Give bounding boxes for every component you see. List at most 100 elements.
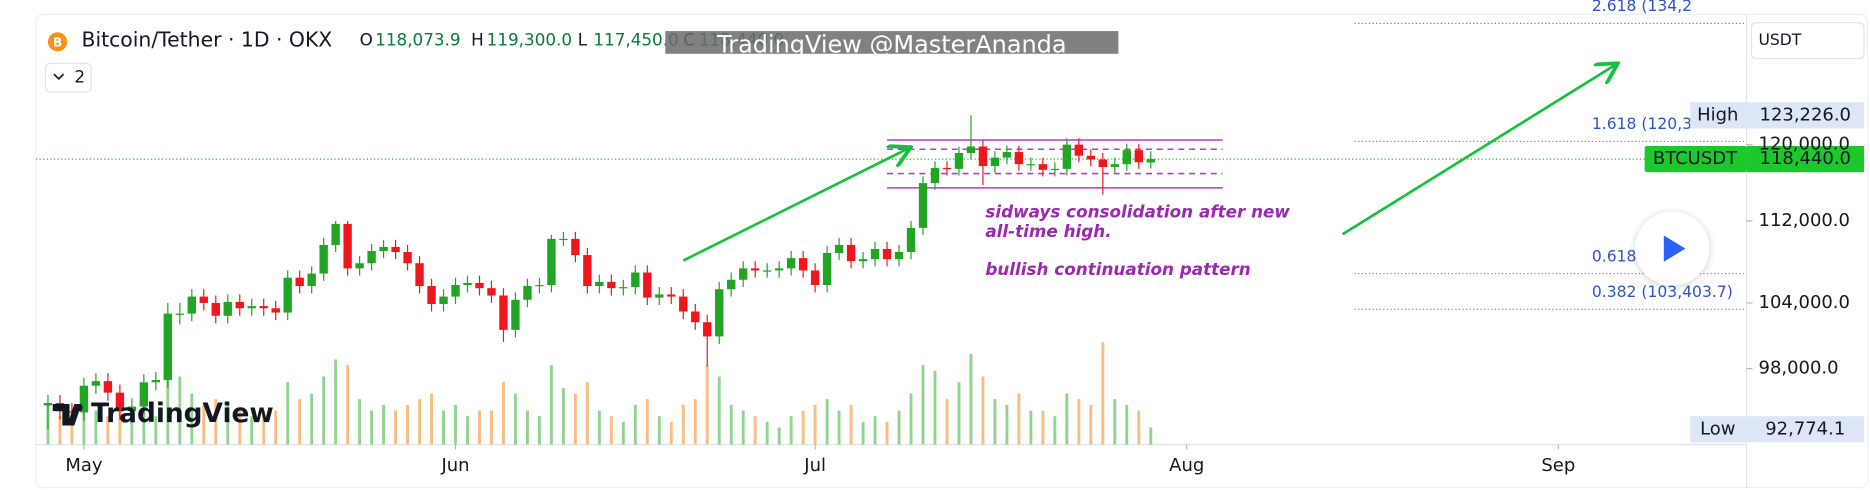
candle-body	[571, 238, 580, 256]
volume-bar	[921, 365, 925, 445]
candle-body	[1086, 155, 1096, 160]
volume-bar	[717, 376, 721, 445]
volume-bar	[1053, 416, 1057, 445]
high-value: 123,226.0	[1760, 104, 1851, 125]
volume-bar	[358, 399, 362, 445]
annotation: all-time high.	[985, 221, 1111, 241]
candle-body	[679, 296, 688, 312]
volume-bar	[214, 399, 218, 445]
currency-box[interactable]	[1750, 22, 1865, 60]
candle-body	[475, 282, 484, 289]
volume-bar	[190, 393, 194, 445]
volume-bar	[478, 410, 481, 445]
candle-body	[667, 294, 676, 297]
volume-bar	[609, 416, 613, 445]
volume-bar	[1113, 399, 1117, 445]
volume-bar	[981, 376, 985, 445]
volume-bar	[226, 404, 230, 445]
volume-bar	[490, 410, 493, 445]
candle-body	[930, 167, 940, 184]
candle-body	[187, 296, 196, 314]
y-tick-label: 104,000.0	[1759, 292, 1850, 313]
volume-bar	[1089, 404, 1093, 445]
x-tick-label: Jun	[440, 455, 469, 476]
volume-bar	[1005, 404, 1009, 445]
candle-body	[774, 268, 784, 271]
volume-bar	[813, 404, 817, 445]
candle-body	[283, 277, 292, 313]
volume-bar	[166, 353, 170, 445]
volume-bar	[525, 410, 529, 445]
candle-body	[211, 302, 220, 316]
candle-body	[79, 385, 89, 413]
volume-bar	[418, 399, 421, 445]
candle-body	[1146, 159, 1155, 163]
symbol-title: Bitcoin/Tether · 1D · OKX	[82, 28, 333, 52]
y-tick-label: 98,000.0	[1759, 358, 1839, 379]
ohlc-key: H	[471, 30, 484, 50]
candle-body	[463, 282, 472, 285]
volume-bar	[274, 410, 278, 445]
candle-body	[319, 244, 328, 274]
candle-body	[727, 279, 736, 290]
candle-body	[798, 258, 808, 271]
volume-bar	[1029, 410, 1033, 445]
candle-body	[271, 308, 280, 313]
volume-bar	[1065, 393, 1069, 445]
candle-body	[307, 273, 316, 287]
volume-bar	[430, 393, 433, 445]
volume-bar	[837, 410, 841, 445]
currency[interactable]: USDT	[1759, 31, 1802, 49]
candle-body	[655, 294, 664, 298]
volume-bar	[1077, 399, 1081, 445]
volume-bar	[238, 410, 242, 445]
volume-bar	[142, 410, 146, 445]
volume-bar	[466, 416, 469, 445]
volume-bar	[262, 410, 266, 445]
trend-arrow	[682, 148, 908, 262]
indicator-toggle[interactable]	[44, 62, 92, 93]
play-button[interactable]	[1635, 211, 1710, 286]
volume-bar	[549, 365, 553, 445]
volume-bar	[454, 404, 457, 445]
volume-bar	[310, 393, 314, 445]
volume-bar	[873, 416, 877, 445]
volume-bar	[406, 404, 410, 445]
play-icon[interactable]	[1663, 235, 1686, 262]
volume-bar	[514, 393, 517, 445]
volume-bar	[346, 365, 350, 445]
candle-body	[918, 183, 928, 228]
candle-body	[43, 403, 53, 406]
volume-bar	[825, 399, 829, 445]
volume-bar	[537, 416, 541, 445]
volume-bar	[729, 404, 733, 445]
candle-body	[523, 286, 532, 300]
chevron[interactable]	[53, 73, 65, 81]
volume-bar	[933, 370, 937, 445]
candle-body	[163, 313, 173, 381]
y-tick-label: 120,000.0	[1759, 134, 1850, 155]
volume-bar	[442, 410, 445, 445]
candle-body	[223, 301, 232, 316]
candle-body	[559, 238, 568, 241]
candle-body	[511, 299, 520, 330]
last-price-name: BTCUSDT	[1653, 148, 1738, 169]
volume-bar	[669, 421, 673, 445]
volume-bar	[573, 393, 577, 445]
indicator-count[interactable]: 2	[74, 67, 85, 87]
last-price-value: 118,440.0	[1760, 148, 1851, 169]
volume-bar	[753, 416, 757, 445]
volume-bar	[394, 410, 398, 445]
candle-body	[151, 380, 161, 383]
high-value-box	[1746, 102, 1865, 129]
logo-mark	[52, 403, 82, 426]
volume-bar	[885, 421, 889, 445]
candle-body	[978, 146, 988, 167]
volume-bar	[777, 427, 781, 445]
candle-body	[487, 288, 496, 296]
candle-body	[295, 277, 304, 287]
candle-body	[235, 301, 244, 309]
candle-body	[643, 272, 652, 298]
volume-bar	[897, 410, 901, 445]
chart-frame	[35, 13, 1869, 489]
